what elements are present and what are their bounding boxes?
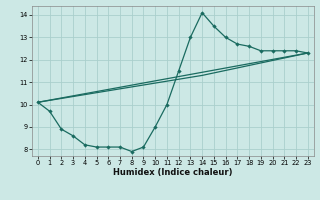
X-axis label: Humidex (Indice chaleur): Humidex (Indice chaleur) xyxy=(113,168,233,177)
